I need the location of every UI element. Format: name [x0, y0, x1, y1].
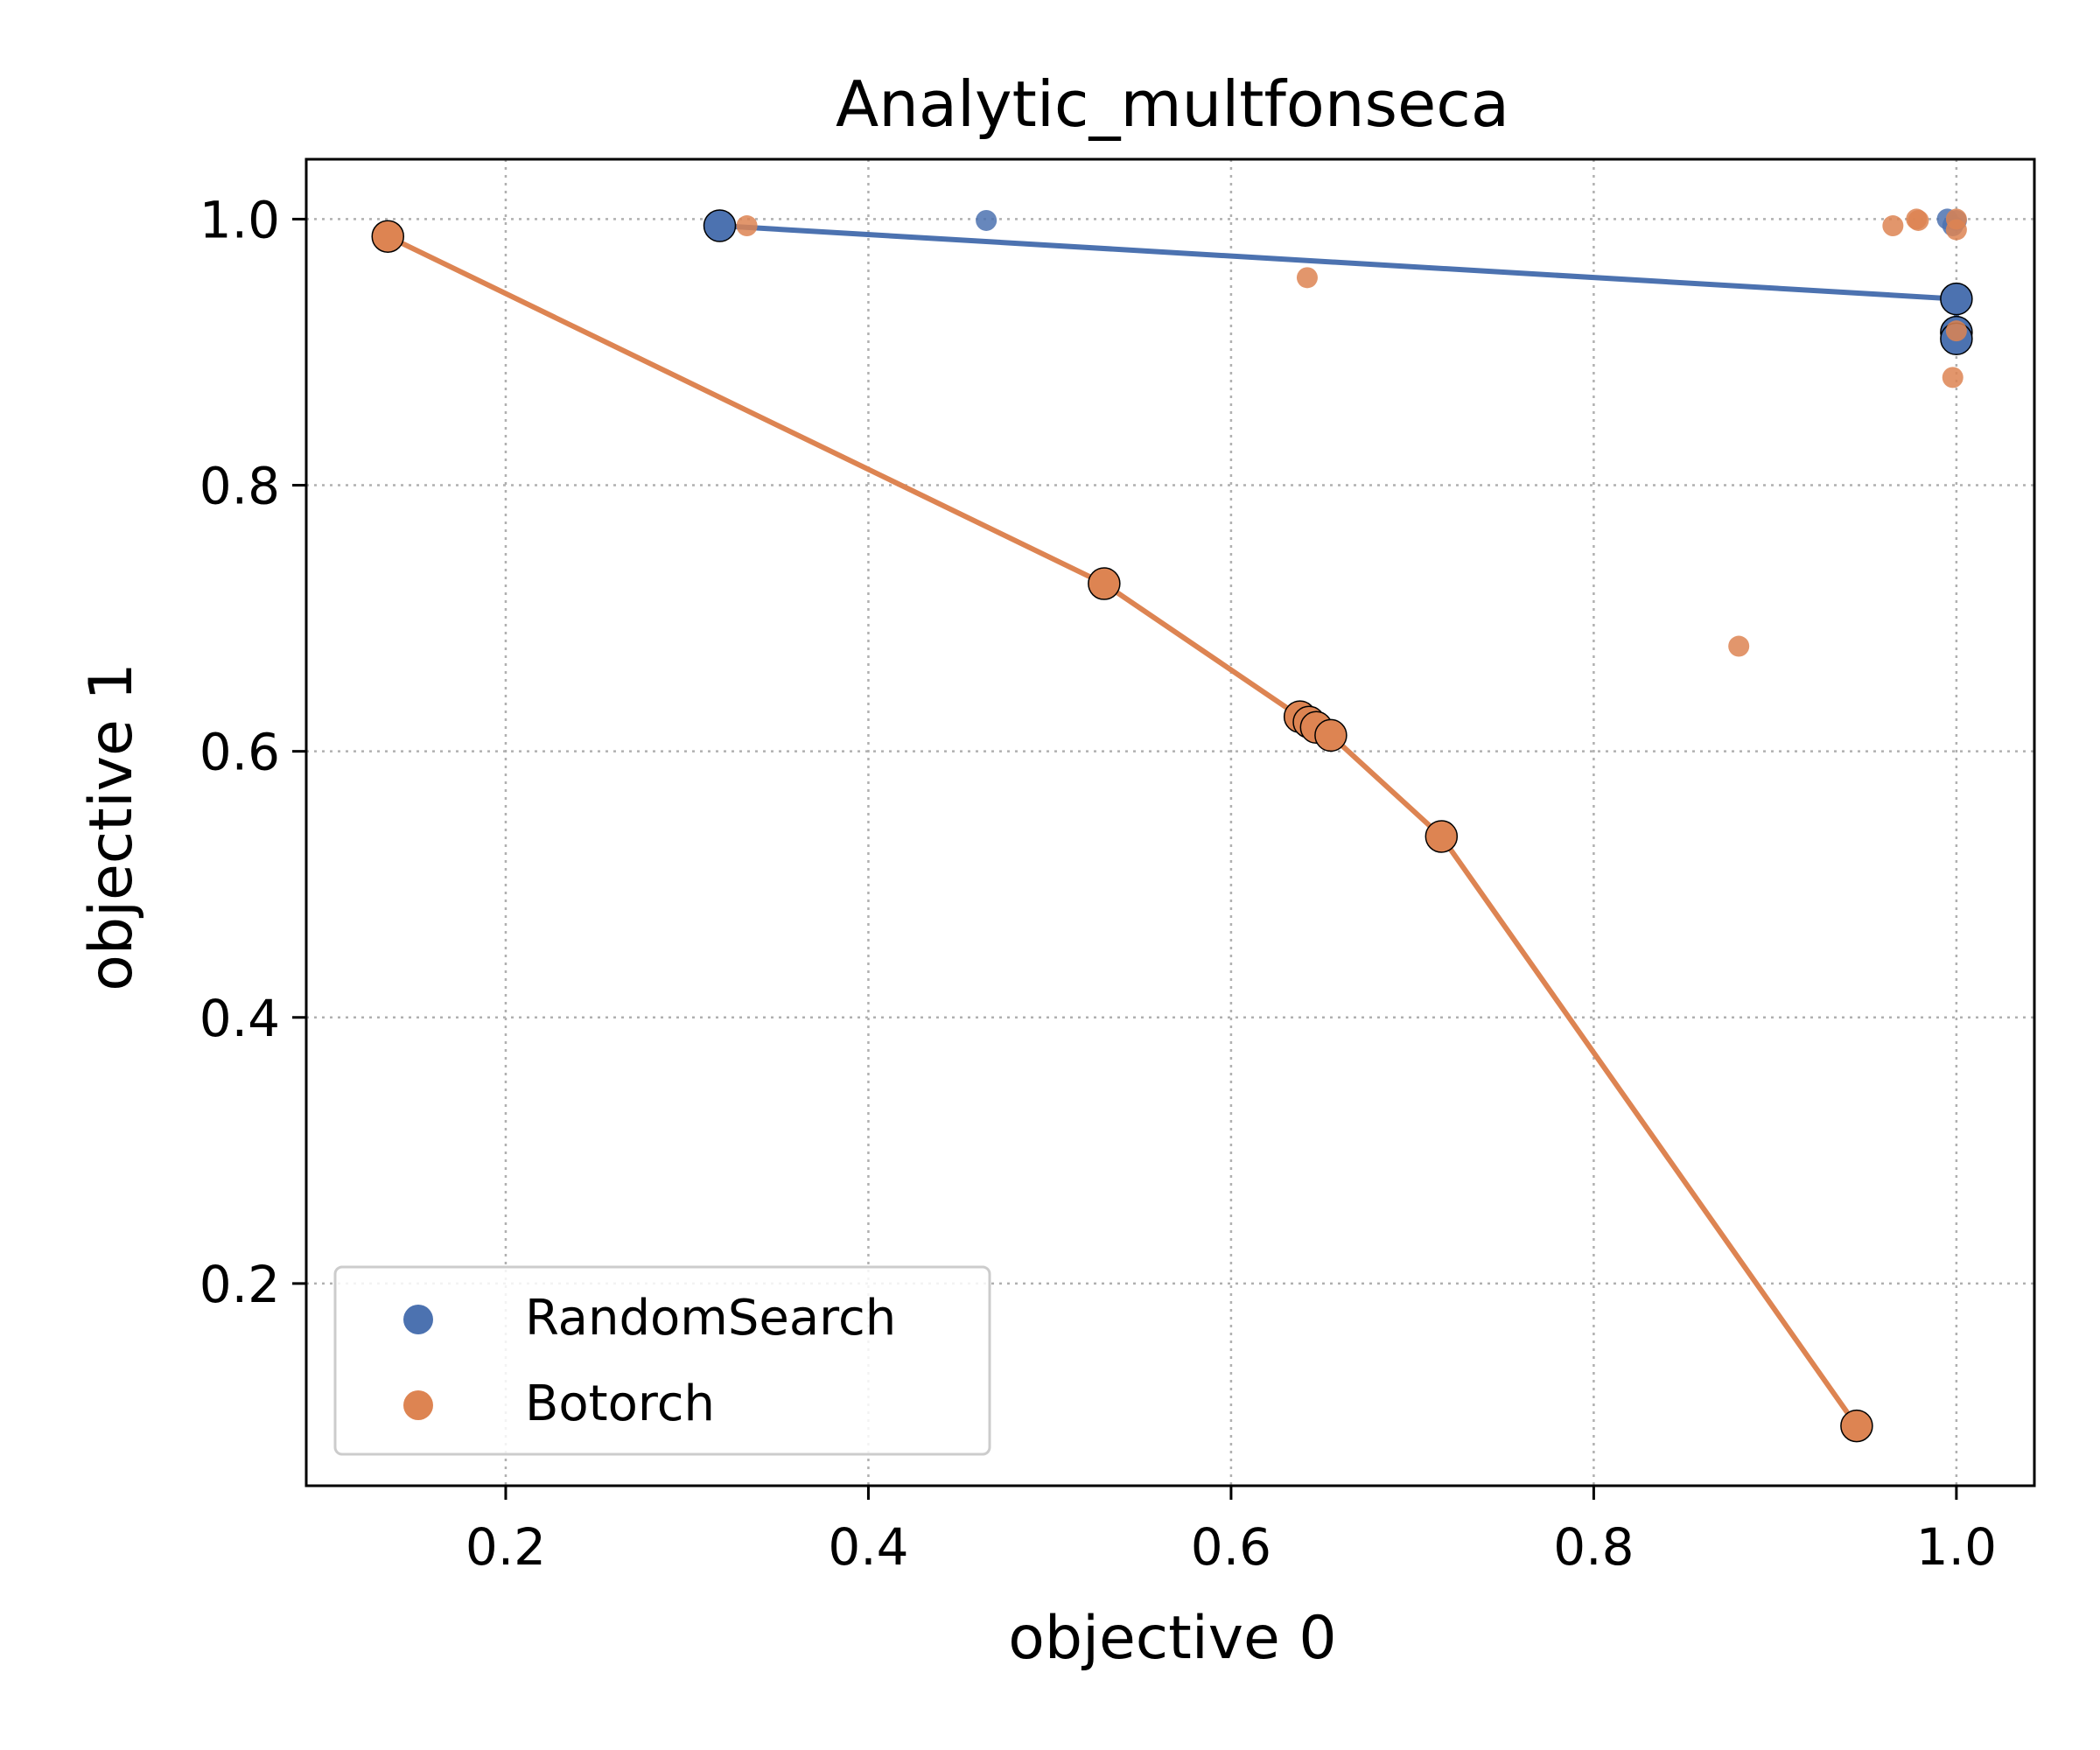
legend: RandomSearch Botorch — [333, 1265, 991, 1456]
y-tick-label: 0.8 — [200, 457, 280, 516]
x-axis-label: objective 0 — [1008, 1604, 1336, 1673]
y-tick-label: 0.2 — [200, 1255, 280, 1314]
series-layer — [371, 208, 1973, 1443]
data-point-botorch — [1728, 635, 1750, 657]
data-point-randomsearch — [976, 209, 998, 231]
chart-title: Analytic_multfonseca — [836, 67, 1509, 141]
ticks: 0.2 0.4 0.6 0.8 1.0 0.2 0.4 0.6 0.8 1.0 — [200, 190, 1997, 1577]
y-tick-label: 0.6 — [200, 723, 280, 782]
pareto-point-botorch — [1840, 1409, 1873, 1443]
data-point-botorch — [1942, 367, 1964, 388]
y-axis-label: objective 1 — [77, 662, 146, 990]
data-point-botorch — [736, 215, 758, 237]
x-tick-label: 0.6 — [1191, 1517, 1271, 1577]
grid — [306, 159, 2034, 1486]
pareto-point-randomsearch — [1940, 282, 1973, 316]
legend-label-randomsearch: RandomSearch — [525, 1290, 896, 1347]
pareto-point-botorch — [371, 220, 405, 253]
pareto-point-botorch — [1424, 820, 1459, 853]
pareto-point-randomsearch — [703, 209, 737, 242]
data-point-botorch — [1945, 320, 1967, 342]
pareto-point-botorch — [1088, 567, 1121, 600]
x-tick-label: 1.0 — [1916, 1517, 1997, 1577]
data-point-botorch — [1882, 215, 1904, 237]
x-tick-label: 0.4 — [828, 1517, 908, 1577]
series-botorch — [371, 208, 1967, 1443]
pareto-point-botorch — [1314, 718, 1348, 752]
legend-marker-botorch — [403, 1390, 433, 1420]
plot-frame — [304, 158, 2036, 1488]
x-tick-label: 0.2 — [466, 1517, 546, 1577]
legend-box — [333, 1265, 991, 1456]
data-point-botorch — [1908, 209, 1929, 231]
data-point-botorch — [1945, 219, 1967, 241]
data-point-botorch — [1296, 267, 1318, 289]
x-tick-label: 0.8 — [1553, 1517, 1634, 1577]
legend-marker-randomsearch — [403, 1305, 433, 1334]
legend-label-botorch: Botorch — [525, 1376, 715, 1432]
y-tick-label: 1.0 — [200, 190, 280, 249]
y-tick-label: 0.4 — [200, 989, 280, 1048]
